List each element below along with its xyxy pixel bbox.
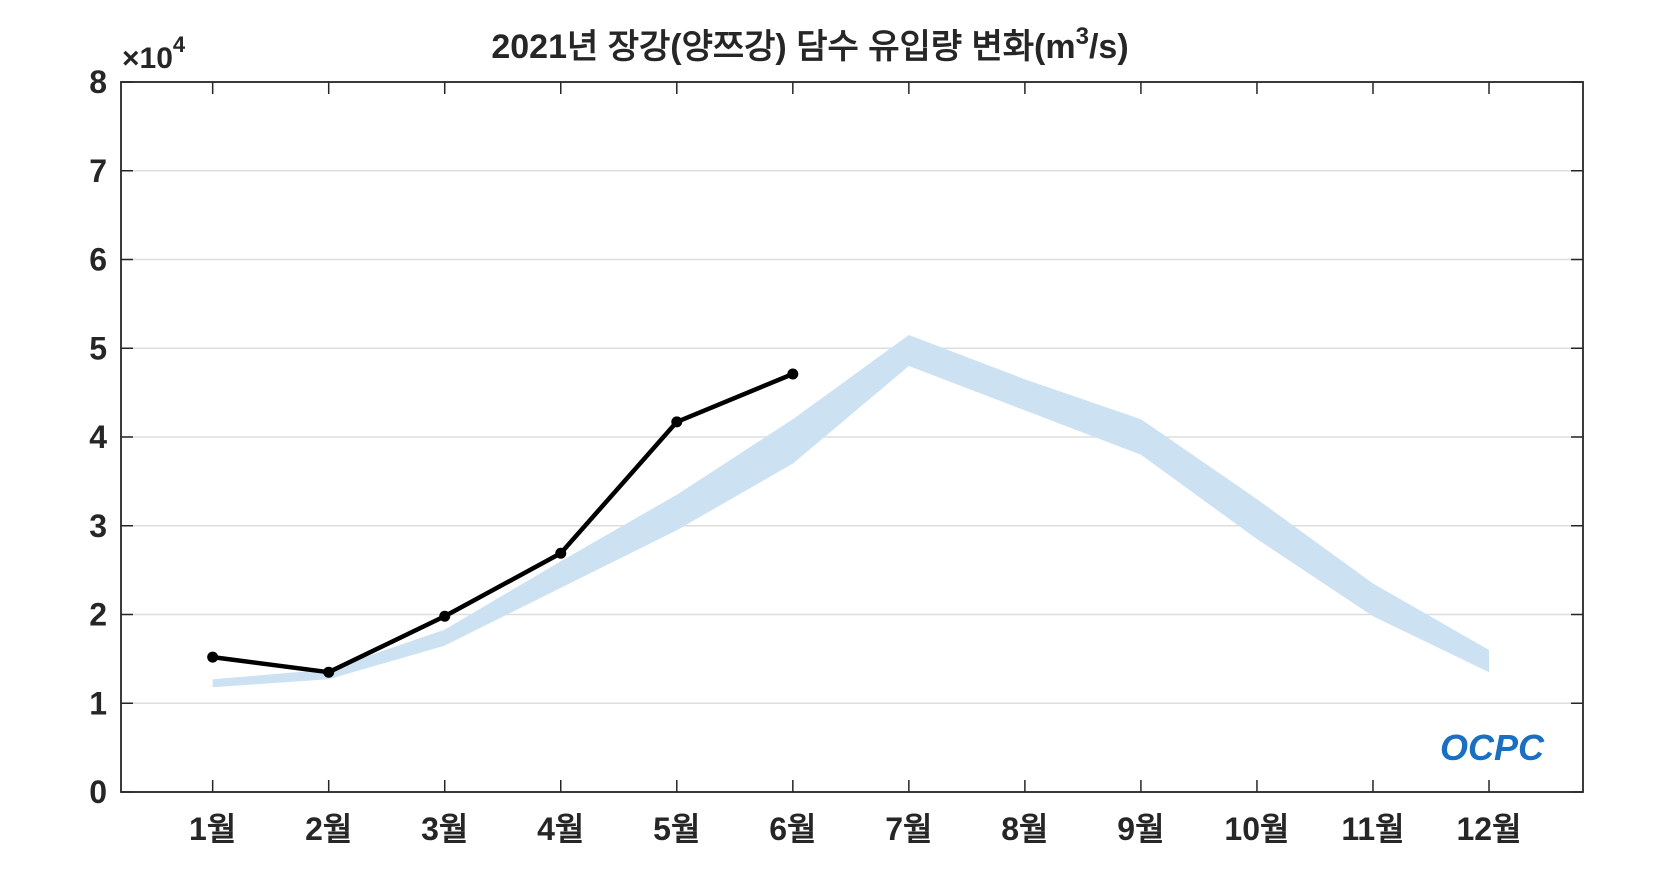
- x-tick-label: 2월: [305, 811, 352, 847]
- data-point: [207, 651, 219, 663]
- x-tick-label: 7월: [885, 811, 932, 847]
- y-tick-label: 7: [89, 153, 107, 189]
- x-tick-label: 5월: [653, 811, 700, 847]
- x-tick-label: 6월: [769, 811, 816, 847]
- title-main: 2021년 장강(양쯔강) 담수 유입량 변화(m: [491, 28, 1075, 66]
- y-tick-label: 0: [89, 774, 107, 810]
- x-tick-label: 12월: [1456, 811, 1521, 847]
- y-tick-label: 8: [89, 64, 107, 100]
- y-multiplier-exponent: 4: [173, 32, 186, 57]
- title-superscript: 3: [1076, 23, 1089, 50]
- data-point: [787, 368, 799, 380]
- y-tick-label: 5: [89, 330, 107, 366]
- x-tick-label: 10월: [1224, 811, 1289, 847]
- logo: OCPC: [1440, 727, 1545, 768]
- x-tick-label: 3월: [421, 811, 468, 847]
- x-tick-label: 1월: [189, 811, 236, 847]
- title-suffix: /s): [1089, 28, 1129, 66]
- data-point: [555, 547, 567, 559]
- y-tick-label: 3: [89, 508, 107, 544]
- y-multiplier-base: ×10: [122, 42, 173, 75]
- x-tick-label: 4월: [537, 811, 584, 847]
- x-tick-label: 8월: [1001, 811, 1048, 847]
- range-band: [212, 334, 1490, 688]
- x-tick-label: 9월: [1117, 811, 1164, 847]
- y-tick-label: 6: [89, 242, 107, 278]
- y-multiplier: ×104: [122, 32, 186, 75]
- chart-title: 2021년 장강(양쯔강) 담수 유입량 변화(m3/s): [491, 23, 1128, 66]
- data-point: [323, 666, 335, 678]
- data-point: [439, 610, 451, 622]
- plot-frame: [120, 81, 1584, 793]
- data-point: [671, 416, 683, 428]
- y-tick-label: 1: [89, 685, 107, 721]
- data-line: [212, 371, 794, 675]
- y-tick-label: 2: [89, 597, 107, 633]
- y-tick-label: 4: [89, 419, 107, 455]
- x-tick-label: 11월: [1341, 811, 1404, 847]
